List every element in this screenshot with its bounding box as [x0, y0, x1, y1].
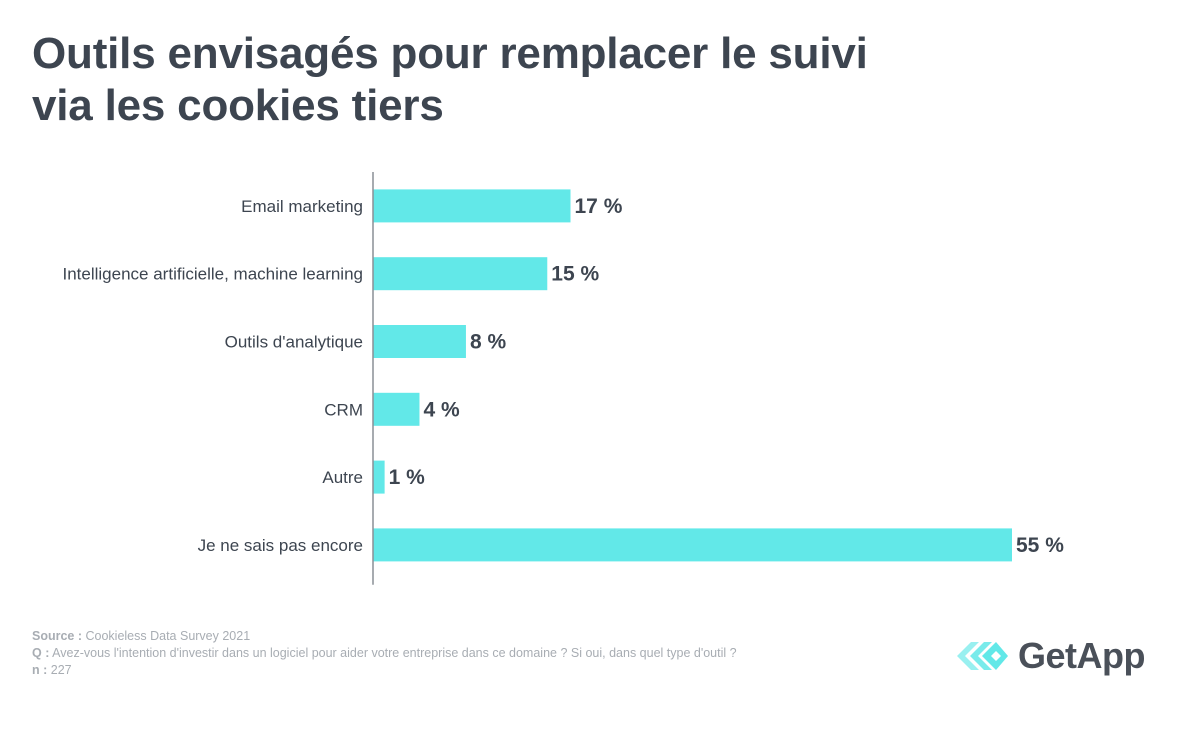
- question-text: Avez-vous l'intention d'investir dans un…: [49, 646, 737, 660]
- category-label-4: Autre: [322, 468, 363, 487]
- bar-4: [373, 460, 385, 494]
- getapp-chevrons-icon: [957, 642, 1008, 670]
- value-label-1: 15 %: [551, 263, 599, 286]
- source-label: Source :: [32, 629, 83, 643]
- value-label-2: 8 %: [470, 331, 507, 354]
- chart-title-line-2: via les cookies tiers: [32, 81, 444, 130]
- category-label-2: Outils d'analytique: [225, 333, 363, 352]
- bar-2: [373, 325, 466, 358]
- chart-footer: Source : Cookieless Data Survey 2021 Q :…: [32, 628, 932, 679]
- sample-size-line: n : 227: [32, 662, 932, 679]
- category-label-0: Email marketing: [241, 197, 363, 216]
- category-label-5: Je ne sais pas encore: [198, 536, 363, 555]
- chart-title-line-1: Outils envisagés pour remplacer le suivi: [32, 29, 868, 78]
- source-text: Cookieless Data Survey 2021: [82, 629, 251, 643]
- question-line: Q : Avez-vous l'intention d'investir dan…: [32, 645, 932, 662]
- value-label-0: 17 %: [575, 195, 623, 218]
- bar-5: [373, 528, 1012, 562]
- getapp-logo: GetApp: [954, 632, 1174, 680]
- bar-1: [373, 257, 548, 291]
- bar-0: [373, 189, 571, 223]
- category-label-1: Intelligence artificielle, machine learn…: [63, 265, 364, 284]
- value-label-5: 55 %: [1016, 534, 1064, 557]
- source-line: Source : Cookieless Data Survey 2021: [32, 628, 932, 645]
- chart-title: Outils envisagés pour remplacer le suivi…: [32, 28, 952, 132]
- question-label: Q :: [32, 646, 50, 660]
- getapp-logo-text: GetApp: [1018, 635, 1146, 676]
- sample-size-text: 227: [47, 663, 72, 677]
- value-label-3: 4 %: [423, 398, 460, 421]
- bar-chart: Email marketing 17 % Intelligence artifici…: [63, 172, 1064, 585]
- category-label-3: CRM: [324, 400, 363, 419]
- bar-3: [373, 392, 420, 426]
- sample-size-label: n :: [32, 663, 48, 677]
- value-label-4: 1 %: [389, 466, 426, 489]
